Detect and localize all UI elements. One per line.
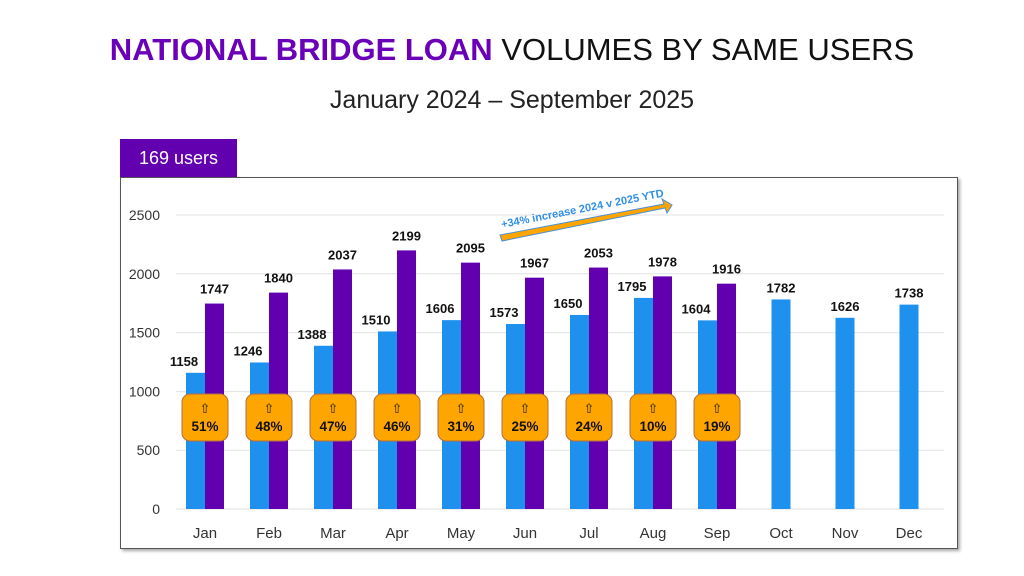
x-tick-label: Jan — [193, 525, 217, 542]
growth-percent: 31% — [447, 419, 474, 434]
growth-percent: 51% — [191, 419, 218, 434]
growth-percent: 46% — [383, 419, 410, 434]
bar-2024 — [899, 304, 919, 509]
x-tick-label: Aug — [640, 525, 667, 542]
y-tick-label: 2500 — [129, 207, 160, 223]
data-label-2024: 1158 — [170, 354, 198, 369]
growth-badge — [693, 393, 741, 442]
title-highlight: NATIONAL BRIDGE LOAN — [109, 32, 493, 67]
growth-badge — [437, 393, 485, 442]
data-label-2024: 1795 — [618, 279, 647, 294]
bar-2024 — [771, 299, 791, 509]
users-count-tab: 169 users — [120, 139, 237, 177]
data-label-2024: 1738 — [895, 286, 924, 301]
up-arrow-icon: ⇧ — [264, 402, 275, 417]
growth-percent: 25% — [511, 419, 538, 434]
data-label-2024: 1573 — [490, 305, 519, 320]
y-tick-label: 1000 — [129, 383, 160, 399]
growth-badge — [245, 393, 293, 442]
growth-badge — [309, 393, 357, 442]
growth-percent: 10% — [639, 419, 666, 434]
y-tick-label: 500 — [137, 442, 161, 458]
data-label-2025: 2095 — [456, 241, 485, 256]
up-arrow-icon: ⇧ — [456, 402, 467, 417]
y-tick-label: 2000 — [129, 266, 160, 282]
data-label-2024: 1650 — [554, 296, 583, 311]
up-arrow-icon: ⇧ — [712, 402, 723, 417]
bar-2025 — [653, 276, 672, 509]
data-label-2025: 2199 — [392, 228, 421, 243]
bar-2025 — [525, 277, 544, 509]
bar-2025 — [589, 267, 608, 509]
up-arrow-icon: ⇧ — [648, 402, 659, 417]
growth-badge — [373, 393, 421, 442]
growth-percent: 24% — [575, 419, 602, 434]
growth-percent: 48% — [255, 419, 282, 434]
trend-arrow-icon — [499, 197, 673, 242]
data-label-2025: 1967 — [520, 256, 549, 271]
x-tick-label: Mar — [320, 525, 346, 542]
bar-2024 — [835, 317, 855, 509]
x-tick-label: Feb — [256, 525, 282, 542]
up-arrow-icon: ⇧ — [392, 402, 403, 417]
growth-badge — [501, 393, 549, 442]
growth-percent: 47% — [319, 419, 346, 434]
growth-badge — [565, 393, 613, 442]
bar-2025 — [461, 262, 480, 509]
data-label-2025: 1747 — [200, 282, 229, 297]
bar-2025 — [333, 269, 352, 509]
data-label-2024: 1510 — [362, 312, 391, 327]
data-label-2024: 1782 — [767, 280, 796, 295]
data-label-2024: 1246 — [234, 343, 263, 358]
x-tick-label: Jun — [513, 525, 537, 542]
up-arrow-icon: ⇧ — [584, 402, 595, 417]
data-label-2024: 1606 — [426, 301, 455, 316]
data-label-2025: 1978 — [648, 254, 677, 269]
growth-percent: 19% — [703, 419, 730, 434]
growth-badge — [629, 393, 677, 442]
x-tick-label: Jul — [579, 525, 598, 542]
y-tick-label: 0 — [152, 501, 160, 517]
x-tick-label: Sep — [704, 525, 731, 542]
data-label-2024: 1604 — [682, 301, 712, 316]
bar-2025 — [397, 250, 416, 510]
data-label-2025: 1840 — [264, 271, 293, 286]
data-label-2024: 1626 — [831, 299, 860, 314]
title-rest: VOLUMES BY SAME USERS — [492, 32, 915, 67]
page-title: NATIONAL BRIDGE LOAN VOLUMES BY SAME USE… — [0, 32, 1024, 68]
growth-badge — [181, 393, 229, 442]
data-label-2024: 1388 — [298, 327, 327, 342]
data-label-2025: 1916 — [712, 262, 741, 277]
x-tick-label: Dec — [896, 525, 923, 542]
data-label-2025: 2037 — [328, 247, 357, 262]
x-tick-label: May — [447, 525, 476, 542]
x-tick-label: Apr — [385, 525, 408, 542]
y-tick-label: 1500 — [129, 325, 160, 341]
data-label-2025: 2053 — [584, 246, 613, 261]
x-tick-label: Oct — [769, 525, 793, 542]
up-arrow-icon: ⇧ — [328, 402, 339, 417]
x-tick-label: Nov — [832, 525, 859, 542]
up-arrow-icon: ⇧ — [520, 402, 531, 417]
page-subtitle: January 2024 – September 2025 — [329, 86, 695, 114]
up-arrow-icon: ⇧ — [200, 402, 211, 417]
